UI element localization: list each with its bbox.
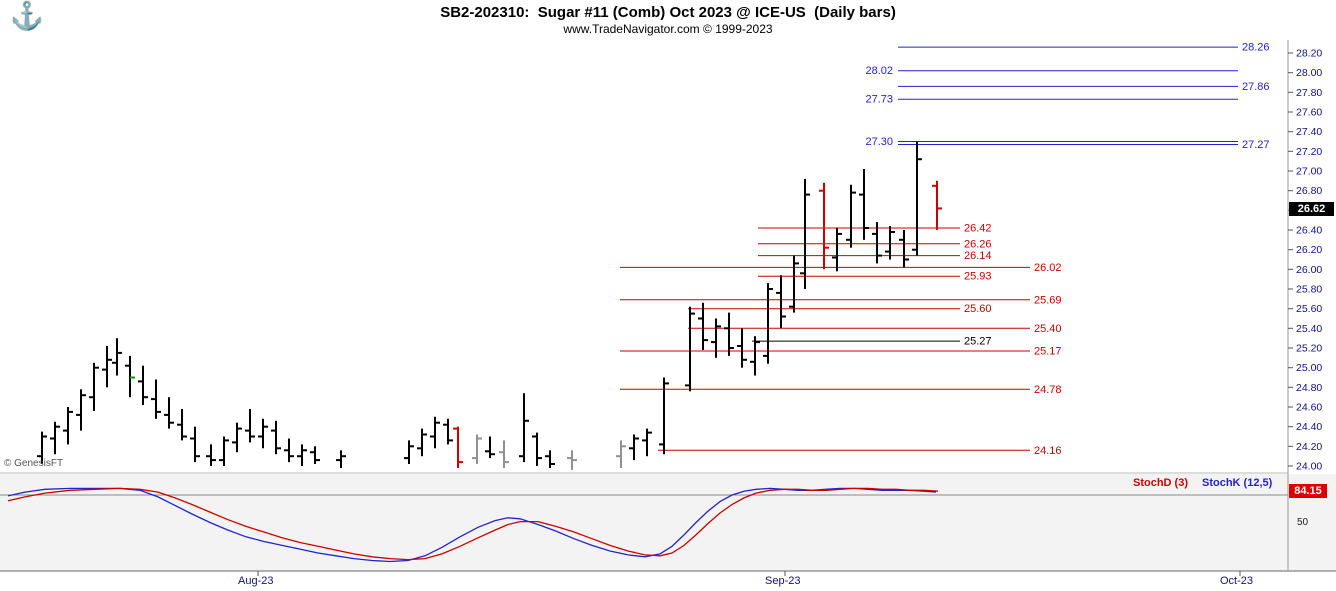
price-axis-label: 24.60 [1296,402,1322,414]
price-axis-label: 24.40 [1296,421,1322,433]
stoch-value-badge: 84.15 [1289,484,1327,498]
price-axis-label: 24.80 [1296,382,1322,394]
price-axis-label: 25.00 [1296,362,1322,374]
price-line-label: 25.40 [1034,323,1062,335]
price-line-label: 27.30 [865,136,893,148]
chart-subtitle: www.TradeNavigator.com © 1999-2023 [563,22,773,36]
price-line-label: 25.27 [964,336,992,348]
price-line-label: 26.02 [1034,262,1062,274]
price-line-label: 27.27 [1242,139,1270,151]
price-line-label: 24.16 [1034,445,1062,457]
price-axis-label: 27.00 [1296,166,1322,178]
price-axis-label: 27.60 [1296,107,1322,119]
price-line-label: 28.02 [865,65,893,77]
genesis-watermark: © GenesisFT [4,458,64,469]
price-axis-label: 26.40 [1296,225,1322,237]
price-line-label: 24.78 [1034,384,1062,396]
chart-title: SB2-202310: Sugar #11 (Comb) Oct 2023 @ … [440,4,896,21]
price-axis-label: 27.80 [1296,87,1322,99]
trade-navigator-anchor-logo-icon: ⚓ [10,1,44,31]
price-line-label: 28.26 [1242,42,1270,54]
stoch-panel-bg [0,474,1336,571]
price-axis-label: 25.60 [1296,303,1322,315]
date-axis-label: Oct-23 [1220,575,1254,587]
price-line-label: 25.60 [964,303,992,315]
price-line-label: 27.86 [1242,81,1270,93]
price-axis-label: 26.00 [1296,264,1322,276]
price-axis-label: 24.00 [1296,461,1322,473]
price-line-label: 25.93 [964,271,992,283]
price-axis-label: 25.20 [1296,343,1322,355]
price-line-label: 25.17 [1034,345,1062,357]
price-line-label: 25.69 [1034,294,1062,306]
price-axis-label: 26.20 [1296,244,1322,256]
stochd-indicator-label[interactable]: StochD (3) [1133,477,1188,489]
price-axis-label: 28.20 [1296,48,1322,60]
last-price-badge: 26.62 [1289,202,1334,216]
price-axis-label: 27.20 [1296,146,1322,158]
price-axis-label: 27.40 [1296,126,1322,138]
price-axis-label: 26.80 [1296,185,1322,197]
price-line-label: 26.14 [964,250,992,262]
price-line-label: 26.42 [964,223,992,235]
stochk-indicator-label[interactable]: StochK (12,5) [1202,477,1273,489]
stoch-50-level-label: 50 [1297,517,1309,528]
price-axis-label: 25.80 [1296,284,1322,296]
date-axis: Aug-23 Sep-23 Oct-23 [0,575,1336,591]
date-axis-label: Aug-23 [238,575,274,587]
price-axis-label: 28.00 [1296,67,1322,79]
price-axis-label: 24.20 [1296,441,1322,453]
price-axis-label: 25.40 [1296,323,1322,335]
date-axis-label: Sep-23 [765,575,801,587]
stoch-d-line [7,487,939,561]
price-line-label: 26.26 [964,238,992,250]
price-line-label: 27.73 [865,94,893,106]
